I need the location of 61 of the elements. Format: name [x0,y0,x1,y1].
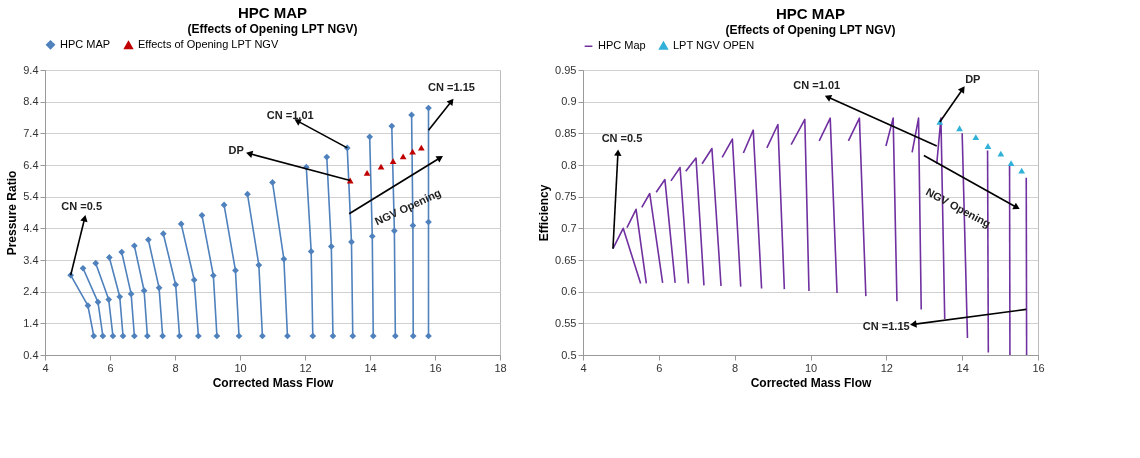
y-tick-label: 0.65 [555,253,577,266]
x-tick-label: 12 [299,361,312,374]
point [997,150,1005,157]
y-tick-label: 2.4 [23,285,39,298]
point [956,125,963,132]
y-tick-label: 3.4 [23,253,39,266]
legend-label: Effects of Opening LPT NGV [138,38,279,51]
y-tick-label: 0.85 [555,126,577,139]
y-tick-label: 5.4 [23,190,39,203]
x-tick-label: 8 [172,361,179,374]
y-tick-label: 0.75 [555,190,577,203]
y-tick-label: 0.4 [23,348,39,361]
chart-subtitle: (Effects of Opening LPT NGV) [187,22,358,36]
x-tick-label: 4 [580,361,587,374]
chart-title: HPC MAP [775,5,846,22]
x-tick-label: 4 [42,361,49,374]
x-tick-label: 16 [429,361,442,374]
annotation: CN =1.01 [793,79,841,91]
x-tick-label: 14 [956,361,969,374]
x-tick-label: 18 [494,361,507,374]
x-tick-label: 6 [656,361,663,374]
legend-label: LPT NGV OPEN [673,38,755,51]
legend-label: HPC Map [598,39,646,52]
legend-label: HPC MAP [60,37,111,50]
annotation: DP [228,143,244,156]
annotation: CN =1.15 [862,320,910,333]
x-tick-label: 10 [234,361,247,374]
x-tick-label: 10 [804,361,818,374]
annotation: CN =1.15 [428,81,475,94]
chart-subtitle: (Effects of Opening LPT NGV) [725,23,896,37]
annotation: CN =1.01 [266,108,314,121]
point [972,134,980,141]
x-tick-label: 14 [364,361,377,374]
x-tick-label: 8 [732,361,739,374]
annotation: CN =0.5 [61,200,103,213]
x-tick-label: 16 [1032,361,1045,374]
y-tick-label: 0.55 [555,316,577,329]
y-axis-title: Pressure Ratio [5,170,20,256]
y-tick-label: 0.9 [561,95,577,108]
point [1007,160,1015,166]
x-tick-label: 12 [880,361,893,374]
y-tick-label: 6.4 [23,158,39,171]
annotation: CN =0.5 [601,131,643,144]
y-tick-label: 0.5 [561,348,577,361]
x-axis-title: Corrected Mass Flow [212,375,335,390]
y-tick-label: 9.4 [23,63,39,76]
y-tick-label: 7.4 [23,126,39,139]
y-axis-title: Efficiency [537,184,552,242]
x-tick-label: 6 [107,361,114,374]
y-tick-label: 0.8 [561,158,577,171]
x-axis-title: Corrected Mass Flow [750,375,873,390]
annotation: DP [965,72,981,85]
y-tick-label: 0.7 [561,221,577,234]
y-tick-label: 0.6 [561,285,577,298]
y-tick-label: 4.4 [23,221,39,234]
point [984,143,992,149]
chart-title: HPC MAP [237,4,308,21]
y-tick-label: 8.4 [23,95,39,108]
y-tick-label: 0.95 [555,63,577,76]
y-tick-label: 1.4 [23,316,39,329]
point [1018,167,1026,174]
